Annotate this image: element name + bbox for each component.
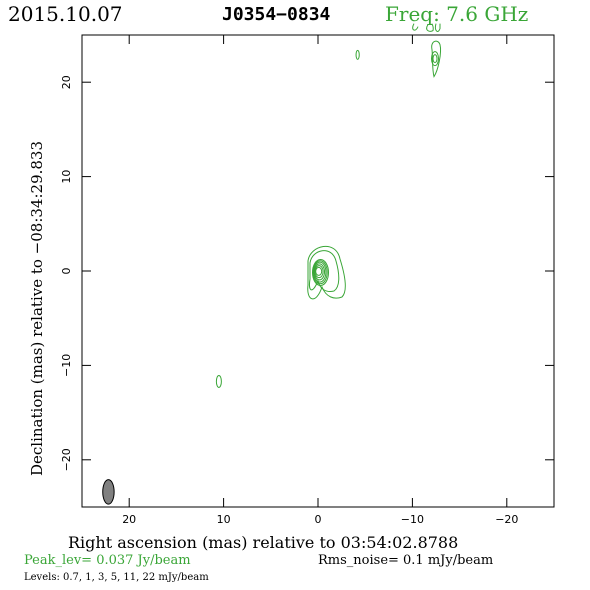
core-contour (313, 261, 327, 283)
y-axis-label: Declination (mas) relative to −08:34:29.… (28, 140, 46, 476)
x-axis-label: Right ascension (mas) relative to 03:54:… (68, 533, 459, 552)
peak-level: Peak_lev= 0.037 Jy/beam (24, 553, 191, 568)
x-tick-label: 10 (217, 513, 231, 526)
beam-ellipse (102, 479, 115, 505)
y-tick-label: 20 (60, 75, 73, 89)
core-contour (312, 259, 329, 286)
y-tick-label: −20 (60, 448, 73, 471)
knot-far-outer-contour (431, 40, 441, 78)
core-outer-contour (307, 246, 346, 300)
x-tick-label: 0 (315, 513, 322, 526)
knot-far-edge-contour (412, 23, 419, 31)
core-inner-envelope (309, 250, 340, 292)
knot-far-edge-contour (435, 23, 441, 33)
knot-far-edge-contour (426, 23, 434, 32)
y-tick-label: 10 (60, 170, 73, 184)
knot-ne-contour (355, 49, 360, 60)
plot-frame (81, 34, 555, 508)
knot-sw-contour (215, 374, 222, 388)
core-contour (312, 260, 328, 285)
observation-date: 2015.10.07 (8, 2, 123, 26)
y-tick-label: −10 (60, 354, 73, 377)
x-tick-label: −20 (495, 513, 518, 526)
source-name: J0354−0834 (222, 4, 331, 25)
core-contour (314, 263, 325, 281)
core-contour (314, 265, 324, 279)
x-tick-label: 20 (122, 513, 136, 526)
core-contour (315, 266, 323, 276)
y-tick-label: 0 (60, 268, 73, 275)
rms-noise: Rms_noise= 0.1 mJy/beam (318, 553, 494, 568)
knot-far-contour (432, 54, 438, 64)
knot-far-contour (431, 51, 439, 67)
contour-levels: Levels: 0.7, 1, 3, 5, 11, 22 mJy/beam (24, 572, 209, 583)
x-tick-label: −10 (401, 513, 424, 526)
frequency-label: Freq: 7.6 GHz (385, 2, 529, 26)
